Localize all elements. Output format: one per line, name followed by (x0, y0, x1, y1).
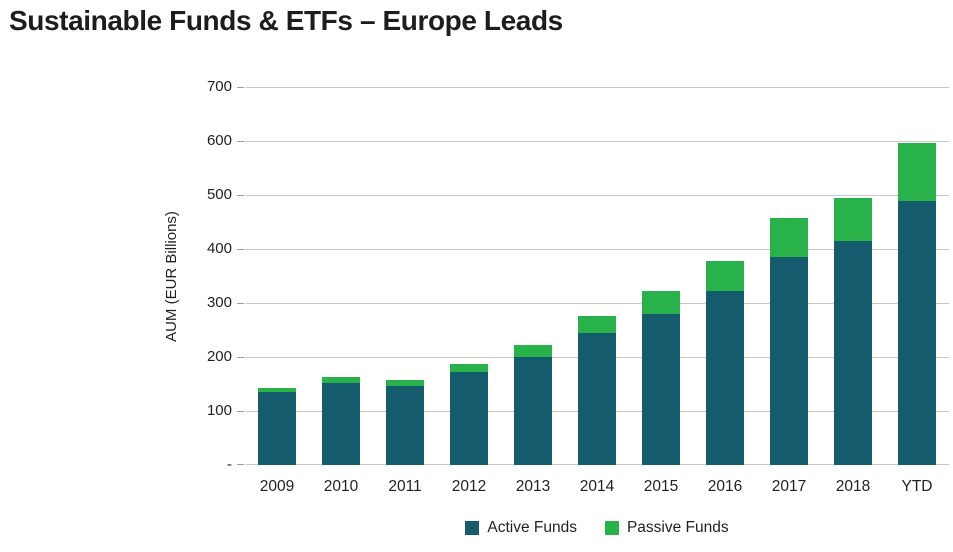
y-tick-mark-400 (237, 249, 244, 250)
y-tick-label-500: 500 (206, 186, 232, 203)
y-tick-mark-200 (237, 357, 244, 358)
x-tick-label-2011: 2011 (388, 478, 422, 495)
bar-passive-funds-2014 (578, 315, 616, 333)
x-tick-label-2018: 2018 (835, 478, 871, 495)
bar-active-funds-2015 (642, 313, 680, 465)
bar-active-funds-2011 (386, 385, 424, 465)
y-tick-mark-500 (237, 195, 244, 196)
legend-label: Active Funds (487, 519, 577, 536)
bar-active-funds-2017 (770, 257, 808, 465)
y-tick-mark-0 (237, 464, 244, 465)
bar-passive-funds-2013 (514, 345, 552, 357)
bar-active-funds-2016 (706, 291, 744, 465)
x-tick-label-2013: 2013 (515, 478, 551, 495)
y-tick-mark-600 (237, 141, 244, 142)
legend: Active Funds Passive Funds (245, 519, 949, 537)
bar-passive-funds-2011 (386, 380, 424, 386)
x-tick-label-2017: 2017 (771, 478, 807, 495)
bar-active-funds-2012 (450, 372, 488, 465)
x-tick-label-2016: 2016 (707, 478, 743, 495)
y-tick-label-300: 300 (206, 294, 232, 311)
bar-active-funds-YTD (898, 201, 936, 465)
y-tick-label-200: 200 (206, 348, 232, 365)
y-axis-title: AUM (EUR Billions) (160, 87, 182, 465)
plot-area (245, 87, 949, 465)
legend-swatch-icon (465, 521, 480, 535)
bar-passive-funds-2010 (322, 376, 360, 383)
legend-label: Passive Funds (626, 519, 729, 536)
bar-passive-funds-2017 (770, 217, 808, 258)
chart-title: Sustainable Funds & ETFs – Europe Leads (9, 5, 563, 36)
bar-passive-funds-2016 (706, 261, 744, 292)
x-tick-label-2012: 2012 (451, 478, 487, 495)
bar-passive-funds-2015 (642, 290, 680, 314)
gridline-700 (245, 87, 949, 88)
legend-item-active-funds: Active Funds (465, 519, 577, 537)
bar-active-funds-2014 (578, 332, 616, 465)
gridline-600 (245, 141, 949, 142)
bar-passive-funds-2009 (258, 387, 296, 393)
y-axis-title-text: AUM (EUR Billions) (162, 210, 180, 342)
gridline-300 (245, 303, 949, 304)
x-tick-label-2014: 2014 (579, 478, 615, 495)
y-tick-mark-100 (237, 411, 244, 412)
legend-swatch-icon (604, 521, 619, 535)
bar-active-funds-2010 (322, 382, 360, 465)
x-tick-label-2010: 2010 (323, 478, 359, 495)
y-tick-label-400: 400 (206, 240, 232, 257)
x-tick-label-2015: 2015 (643, 478, 679, 495)
bar-active-funds-2009 (258, 392, 296, 465)
x-tick-label-YTD: YTD (901, 478, 933, 495)
gridline-500 (245, 195, 949, 196)
y-tick-label-0: - (227, 456, 232, 473)
bar-active-funds-2018 (834, 240, 872, 465)
y-tick-label-100: 100 (206, 402, 232, 419)
y-tick-mark-700 (237, 87, 244, 88)
bar-active-funds-2013 (514, 357, 552, 465)
gridline-400 (245, 249, 949, 250)
y-tick-label-700: 700 (206, 78, 232, 95)
bar-passive-funds-2018 (834, 197, 872, 241)
y-tick-mark-300 (237, 303, 244, 304)
y-tick-label-600: 600 (206, 132, 232, 149)
legend-item-passive-funds: Passive Funds (604, 519, 729, 537)
bar-passive-funds-2012 (450, 363, 488, 373)
x-tick-label-2009: 2009 (259, 478, 295, 495)
bar-passive-funds-YTD (898, 142, 936, 202)
